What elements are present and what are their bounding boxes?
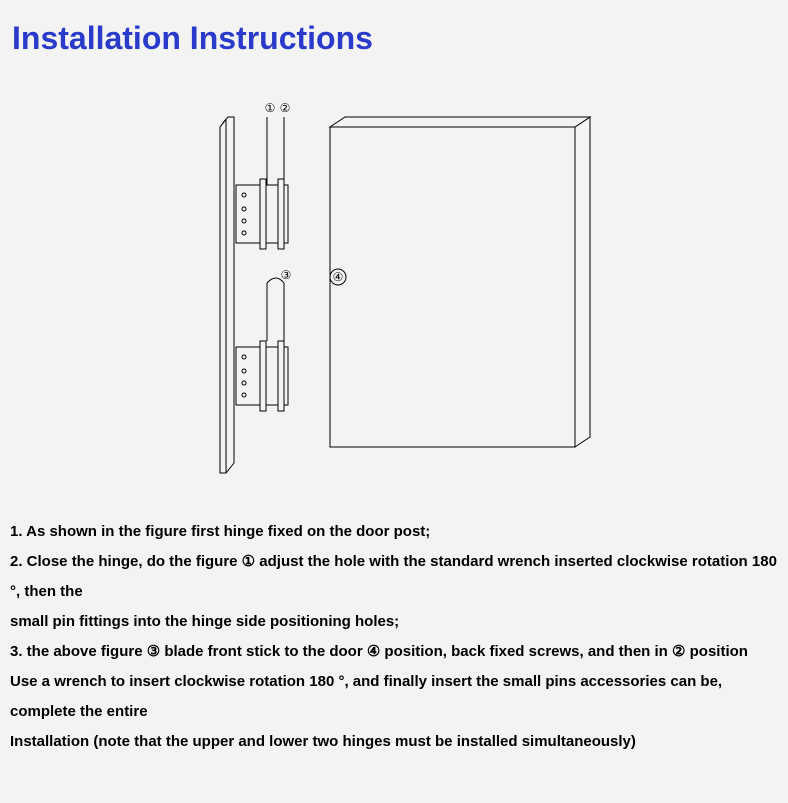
- instruction-line: 1. As shown in the figure first hinge fi…: [10, 517, 778, 547]
- callout-two: ②: [280, 101, 291, 115]
- callout-four: ④: [333, 270, 344, 284]
- callout-one: ①: [265, 101, 276, 115]
- instruction-line: 2. Close the hinge, do the figure ① adju…: [10, 547, 778, 607]
- instruction-line: Installation (note that the upper and lo…: [10, 727, 778, 757]
- page-title: Installation Instructions: [0, 0, 788, 57]
- callout-three: ③: [281, 268, 292, 282]
- instruction-line: small pin fittings into the hinge side p…: [10, 607, 778, 637]
- instructions-block: 1. As shown in the figure first hinge fi…: [0, 487, 788, 757]
- instruction-line: Use a wrench to insert clockwise rotatio…: [10, 667, 778, 727]
- hinge-diagram: ① ② ③ ④: [0, 57, 788, 487]
- instruction-line: 3. the above figure ③ blade front stick …: [10, 637, 778, 667]
